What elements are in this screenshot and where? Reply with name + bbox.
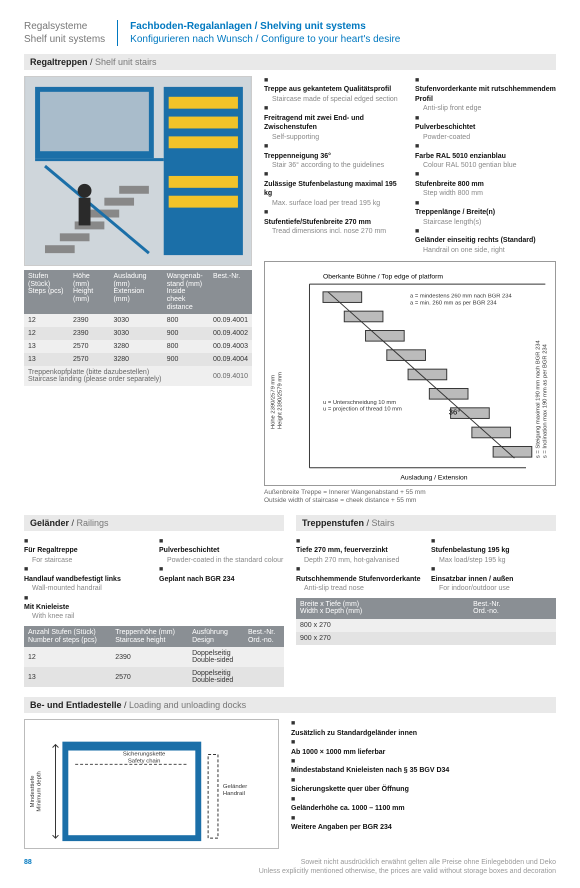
hdr-left-en: Shelf unit systems [24, 33, 105, 46]
section-steps-title: Treppenstufen / Stairs [296, 515, 556, 531]
diag-angle: 36° [449, 408, 461, 417]
steps-table: Breite x Tiefe (mm)Width x Depth (mm)Bes… [296, 598, 556, 645]
diag-rise: s = Steigung maximal 190 mm nach BGR 234… [536, 304, 549, 459]
stairs-diagram-caption: Außenbreite Treppe = Innerer Wangenabsta… [264, 489, 556, 505]
diag-u: u = Unterschneidung 10 mmu = projection … [323, 400, 429, 413]
diag-ext: Ausladung / Extension [400, 475, 467, 482]
diag-top-label: Oberkante Bühne / Top edge of platform [323, 274, 443, 281]
stairs-photo [24, 76, 252, 266]
dock-bullets: Zusätzlich zu Standardgeländer innenAb 1… [291, 719, 556, 849]
dock-chain: SicherungsketteSafety chain [100, 752, 189, 765]
section-dock-title: Be- und Entladestelle / Loading and unlo… [24, 697, 556, 713]
hdr-left-de: Regalsysteme [24, 20, 105, 33]
page-header: Regalsysteme Shelf unit systems Fachbode… [24, 20, 556, 46]
diag-h: Höhe 2390/2579 mmHeight 2390/2579 mm [271, 323, 284, 429]
stairs-bullets: Treppe aus gekantetem QualitätsprofilSta… [264, 76, 556, 255]
section-stairs-title: Regaltreppen / Shelf unit stairs [24, 54, 556, 70]
steps-bullets: Tiefe 270 mm, feuerverzinktDepth 270 mm,… [296, 537, 556, 594]
dock-diagram: SicherungsketteSafety chain GeländerHand… [24, 719, 279, 849]
diag-a: a = mindestens 260 mm nach BGR 234a = mi… [410, 294, 545, 307]
dock-rail: GeländerHandrail [223, 784, 272, 797]
stairs-diagram: Oberkante Bühne / Top edge of platform 3… [264, 261, 556, 486]
page-footer: 88 Soweit nicht ausdrücklich erwähnt gel… [24, 859, 556, 876]
section-railings-title: Geländer / Railings [24, 515, 284, 531]
stairs-table: Stufen (Stück)Steps (pcs)Höhe (mm)Height… [24, 270, 252, 386]
railings-bullets: Für RegaltreppeFor staircaseHandlauf wan… [24, 537, 284, 622]
hdr-right-en: Konfigurieren nach Wunsch / Configure to… [130, 33, 400, 46]
dock-depth: MindesttiefeMinimum depth [30, 750, 43, 834]
hdr-right-de: Fachboden-Regalanlagen / Shelving unit s… [130, 20, 400, 33]
railings-table: Anzahl Stufen (Stück)Number of steps (pc… [24, 626, 284, 687]
